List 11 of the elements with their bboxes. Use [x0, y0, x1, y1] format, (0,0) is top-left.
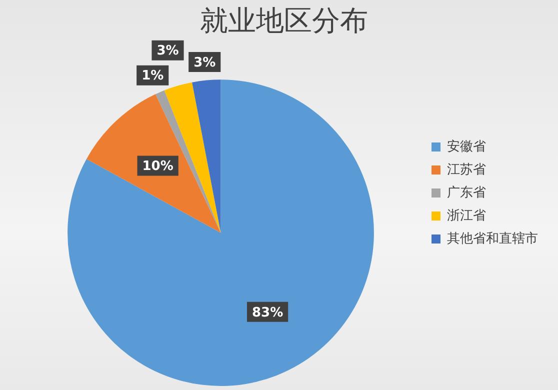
- chart-title: 就业地区分布: [200, 4, 368, 38]
- legend-label: 浙江省: [447, 208, 486, 224]
- data-label: 3%: [194, 55, 216, 70]
- data-label: 3%: [156, 44, 179, 59]
- legend-label: 广东省: [447, 185, 486, 200]
- data-label: 83%: [252, 305, 284, 320]
- data-label: 1%: [142, 68, 164, 84]
- legend-label: 江苏省: [447, 162, 486, 178]
- data-label: 10%: [142, 159, 174, 174]
- legend-label: 其他省和直辖市: [447, 231, 538, 246]
- legend-label: 安徽省: [447, 138, 486, 154]
